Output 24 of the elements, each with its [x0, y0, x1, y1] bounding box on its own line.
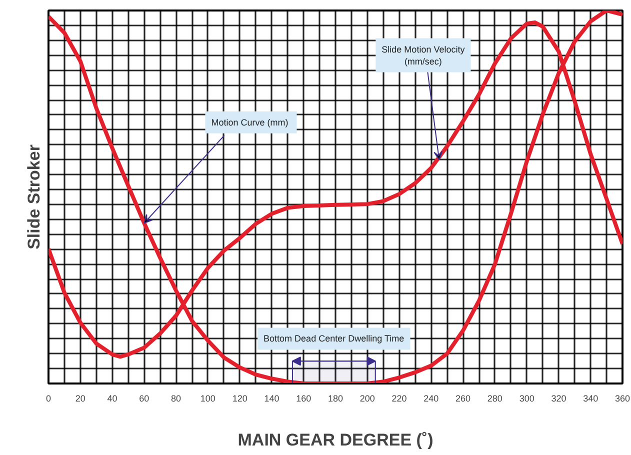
x-tick-label: 80 [171, 394, 182, 404]
x-tick-label: 60 [139, 394, 150, 404]
band-label: Bottom Dead Center Dwelling Time [264, 334, 404, 344]
x-tick-label: 340 [583, 394, 598, 404]
annotation: Slide Motion Velocity (mm/sec) [382, 44, 466, 66]
x-tick-label: 280 [487, 394, 502, 404]
x-tick-label: 140 [264, 394, 280, 404]
x-tick-label: 120 [232, 394, 248, 404]
annotation: Motion Curve (mm) [211, 117, 288, 128]
x-tick-label: 220 [392, 394, 407, 404]
x-tick-label: 260 [456, 394, 471, 404]
x-tick-label: 0 [46, 394, 52, 404]
x-tick-label: 200 [360, 394, 375, 404]
x-tick-label: 160 [296, 394, 312, 404]
x-tick-label: 20 [75, 394, 86, 404]
y-axis-title: Slide Stroker [24, 144, 44, 250]
x-tick-label: 40 [107, 394, 118, 404]
x-tick-label: 240 [424, 394, 439, 404]
x-tick-label: 100 [200, 394, 216, 404]
x-tick-label: 360 [614, 394, 630, 404]
x-axis-title: MAIN GEAR DEGREE (˚) [238, 430, 434, 450]
x-tick-label: 180 [328, 394, 344, 404]
x-tick-label: 320 [551, 394, 566, 404]
x-tick-label: 300 [519, 394, 534, 404]
